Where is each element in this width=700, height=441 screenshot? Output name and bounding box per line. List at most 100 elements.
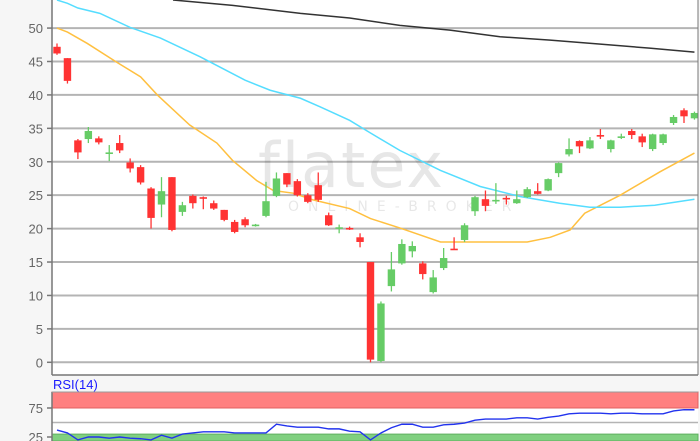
candle	[95, 136, 103, 145]
candle	[345, 226, 354, 230]
rsi-panel: 75 25	[29, 391, 699, 441]
candle-body	[387, 269, 396, 287]
candle-body	[230, 221, 239, 232]
candle	[575, 140, 584, 154]
price-plot-area	[52, 0, 698, 375]
candle-body	[439, 258, 448, 269]
candle-body	[586, 140, 594, 149]
candle-body	[345, 227, 354, 230]
candle-body	[502, 197, 511, 200]
rsi-tick-label: 75	[29, 401, 43, 416]
candle	[607, 139, 615, 153]
candle-body	[168, 177, 176, 230]
candle	[304, 193, 312, 204]
candle-body	[199, 197, 207, 199]
candle	[168, 177, 176, 232]
candle-body	[262, 201, 270, 216]
candle-body	[398, 243, 406, 264]
candle	[251, 223, 260, 227]
candle-body	[690, 112, 699, 119]
candle	[419, 261, 427, 280]
candle-body	[628, 131, 636, 136]
candle-body	[126, 162, 134, 169]
candle-body	[596, 135, 605, 137]
candle-body	[105, 152, 113, 155]
candle	[199, 196, 207, 210]
candle	[293, 179, 302, 197]
candle	[628, 129, 636, 140]
candle	[513, 190, 521, 204]
candle	[554, 162, 563, 178]
candle-body	[210, 203, 218, 209]
candle-body	[84, 131, 93, 140]
price-y-axis-ticks: 0 5 10 15 20 25 30 35 40 45 50 55	[29, 0, 52, 370]
candle-body	[669, 116, 678, 123]
candle	[638, 133, 646, 148]
candle-body	[63, 58, 72, 81]
candle-body	[429, 277, 437, 293]
candle	[680, 108, 688, 123]
moving-average-line-ma_mid	[56, 0, 695, 208]
rsi-overbought-band	[51, 391, 699, 409]
candle-body	[157, 191, 166, 205]
y-tick-label: 25	[29, 188, 43, 203]
candle	[74, 139, 82, 160]
candle-body	[366, 262, 375, 360]
y-tick-label: 20	[29, 222, 43, 237]
candle-body	[408, 245, 416, 252]
candle	[460, 223, 469, 242]
candle-body	[648, 134, 657, 150]
rsi-tick-label: 25	[29, 430, 43, 441]
watermark-tagline: ONLINE-BROKER	[288, 199, 520, 215]
candle	[565, 138, 573, 157]
candle-body	[377, 303, 385, 361]
candle	[230, 219, 239, 234]
candle	[450, 237, 458, 251]
candle	[492, 183, 500, 204]
candles	[53, 43, 699, 363]
candle-body	[565, 149, 573, 155]
candle-body	[523, 189, 531, 198]
moving-average-line-ma_long	[172, 0, 695, 53]
candle	[377, 301, 385, 363]
watermark-brand: flatex	[258, 129, 445, 202]
candle-body	[554, 163, 563, 174]
candle	[617, 133, 625, 140]
y-tick-label: 0	[36, 355, 43, 370]
candle	[659, 133, 667, 146]
y-tick-label: 5	[36, 322, 43, 337]
candle-body	[220, 209, 228, 220]
y-tick-label: 50	[29, 21, 43, 36]
candle	[429, 270, 437, 294]
candle-body	[513, 199, 521, 204]
candle-body	[178, 205, 187, 212]
moving-average-line-ma_short	[56, 27, 695, 243]
candle-body	[575, 141, 584, 147]
candle-body	[460, 225, 469, 240]
candle	[147, 187, 155, 229]
candle	[471, 195, 479, 216]
candle	[523, 187, 531, 198]
price-gridlines	[52, 27, 698, 364]
candle	[210, 200, 218, 210]
candle-body	[304, 195, 312, 202]
y-tick-label: 40	[29, 88, 43, 103]
candle	[126, 158, 134, 173]
candle-body	[283, 173, 291, 185]
candle	[157, 177, 166, 218]
watermark-logo: flatex ONLINE-BROKER	[258, 129, 520, 215]
candle	[241, 217, 249, 228]
candle	[189, 194, 197, 209]
candle-body	[638, 136, 646, 143]
candle	[136, 165, 145, 185]
candle	[356, 233, 364, 248]
candle-body	[335, 227, 343, 229]
candle-body	[492, 199, 500, 202]
candle	[283, 173, 291, 188]
candle	[596, 129, 605, 140]
candle	[408, 241, 416, 258]
candle-body	[272, 178, 281, 196]
candle-body	[481, 199, 490, 206]
